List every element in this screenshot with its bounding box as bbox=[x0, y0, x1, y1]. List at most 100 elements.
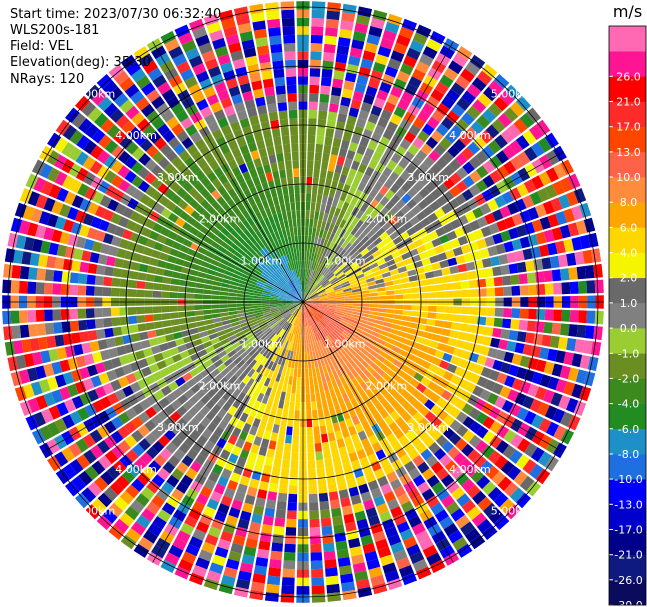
velocity-cell bbox=[441, 474, 455, 488]
velocity-cell bbox=[452, 536, 468, 551]
velocity-cell bbox=[268, 379, 275, 389]
velocity-cell bbox=[464, 381, 477, 394]
velocity-cell bbox=[290, 307, 297, 314]
velocity-cell bbox=[288, 409, 294, 419]
velocity-cell bbox=[274, 363, 281, 373]
velocity-cell bbox=[353, 297, 362, 301]
velocity-cell bbox=[306, 309, 311, 318]
velocity-cell bbox=[321, 399, 328, 409]
velocity-cell bbox=[529, 191, 542, 206]
velocity-cell bbox=[566, 191, 579, 207]
velocity-cell bbox=[321, 256, 327, 266]
velocity-cell bbox=[330, 414, 339, 424]
velocity-cell bbox=[325, 466, 335, 476]
velocity-cell bbox=[457, 331, 468, 341]
velocity-cell bbox=[469, 170, 482, 183]
velocity-cell bbox=[308, 252, 312, 261]
velocity-cell bbox=[461, 112, 475, 126]
velocity-cell bbox=[310, 305, 319, 310]
velocity-cell bbox=[239, 562, 254, 573]
velocity-cell bbox=[377, 117, 389, 129]
velocity-cell bbox=[362, 50, 376, 62]
velocity-cell bbox=[376, 367, 386, 377]
velocity-cell bbox=[518, 319, 528, 331]
velocity-cell bbox=[376, 89, 389, 101]
velocity-cell bbox=[431, 333, 441, 342]
velocity-cell bbox=[298, 310, 301, 319]
velocity-cell bbox=[412, 411, 424, 423]
velocity-cell bbox=[216, 397, 227, 408]
velocity-cell bbox=[266, 448, 275, 458]
velocity-cell bbox=[269, 388, 277, 399]
velocity-cell bbox=[322, 356, 329, 365]
velocity-cell bbox=[339, 320, 349, 326]
velocity-cell bbox=[335, 338, 344, 347]
velocity-cell bbox=[393, 284, 403, 290]
velocity-cell bbox=[390, 152, 402, 164]
velocity-cell bbox=[348, 451, 359, 463]
velocity-cell bbox=[182, 372, 193, 382]
velocity-cell bbox=[416, 323, 427, 331]
velocity-cell bbox=[331, 507, 342, 518]
velocity-cell bbox=[315, 263, 321, 272]
velocity-cell bbox=[223, 412, 233, 423]
velocity-cell bbox=[184, 515, 198, 528]
velocity-cell bbox=[325, 287, 334, 293]
velocity-cell bbox=[319, 300, 329, 302]
velocity-cell bbox=[304, 360, 308, 369]
velocity-cell bbox=[297, 326, 300, 336]
velocity-cell bbox=[476, 475, 491, 490]
velocity-cell bbox=[510, 274, 520, 285]
velocity-cell bbox=[189, 429, 201, 441]
velocity-cell bbox=[131, 429, 144, 443]
velocity-cell bbox=[384, 317, 394, 324]
velocity-cell bbox=[403, 55, 418, 68]
velocity-cell bbox=[292, 376, 297, 386]
velocity-cell bbox=[511, 308, 521, 319]
velocity-cell bbox=[374, 274, 383, 281]
velocity-cell bbox=[355, 209, 365, 220]
velocity-cell bbox=[456, 180, 468, 193]
velocity-cell bbox=[362, 344, 372, 353]
velocity-cell bbox=[354, 510, 367, 522]
velocity-cell bbox=[366, 277, 375, 283]
velocity-cell bbox=[316, 127, 326, 137]
velocity-cell bbox=[237, 391, 246, 402]
velocity-cell bbox=[469, 54, 486, 70]
velocity-cell bbox=[375, 278, 385, 285]
velocity-cell bbox=[346, 478, 357, 489]
velocity-cell bbox=[297, 335, 301, 344]
velocity-cell bbox=[327, 482, 338, 493]
colorbar-tick-label: 4.0 bbox=[620, 247, 638, 260]
velocity-cell bbox=[333, 70, 345, 80]
velocity-cell bbox=[327, 296, 337, 299]
velocity-cell bbox=[313, 219, 318, 228]
velocity-cell bbox=[461, 369, 473, 381]
velocity-cell bbox=[332, 137, 342, 148]
velocity-cell bbox=[368, 77, 381, 89]
colorbar-tick-label: -6.0 bbox=[618, 423, 639, 436]
velocity-cell bbox=[498, 339, 509, 350]
velocity-cell bbox=[320, 220, 327, 230]
velocity-cell bbox=[238, 372, 247, 382]
velocity-cell bbox=[396, 521, 410, 534]
velocity-cell bbox=[332, 456, 342, 467]
colorbar-tick-label: 8.0 bbox=[620, 196, 638, 209]
velocity-cell bbox=[424, 399, 436, 411]
velocity-cell bbox=[157, 509, 172, 523]
velocity-cell bbox=[335, 540, 348, 551]
velocity-cell bbox=[461, 499, 476, 514]
velocity-cell bbox=[547, 242, 558, 256]
velocity-cell bbox=[449, 265, 459, 274]
velocity-cell bbox=[227, 384, 237, 395]
velocity-cell bbox=[415, 530, 430, 543]
velocity-cell bbox=[434, 207, 446, 219]
velocity-cell bbox=[500, 264, 511, 275]
velocity-cell bbox=[310, 304, 319, 309]
velocity-cell bbox=[192, 500, 205, 513]
velocity-cell bbox=[316, 467, 326, 477]
velocity-cell bbox=[265, 340, 273, 349]
velocity-cell bbox=[363, 368, 372, 378]
velocity-cell bbox=[310, 552, 323, 561]
velocity-cell bbox=[553, 163, 567, 179]
